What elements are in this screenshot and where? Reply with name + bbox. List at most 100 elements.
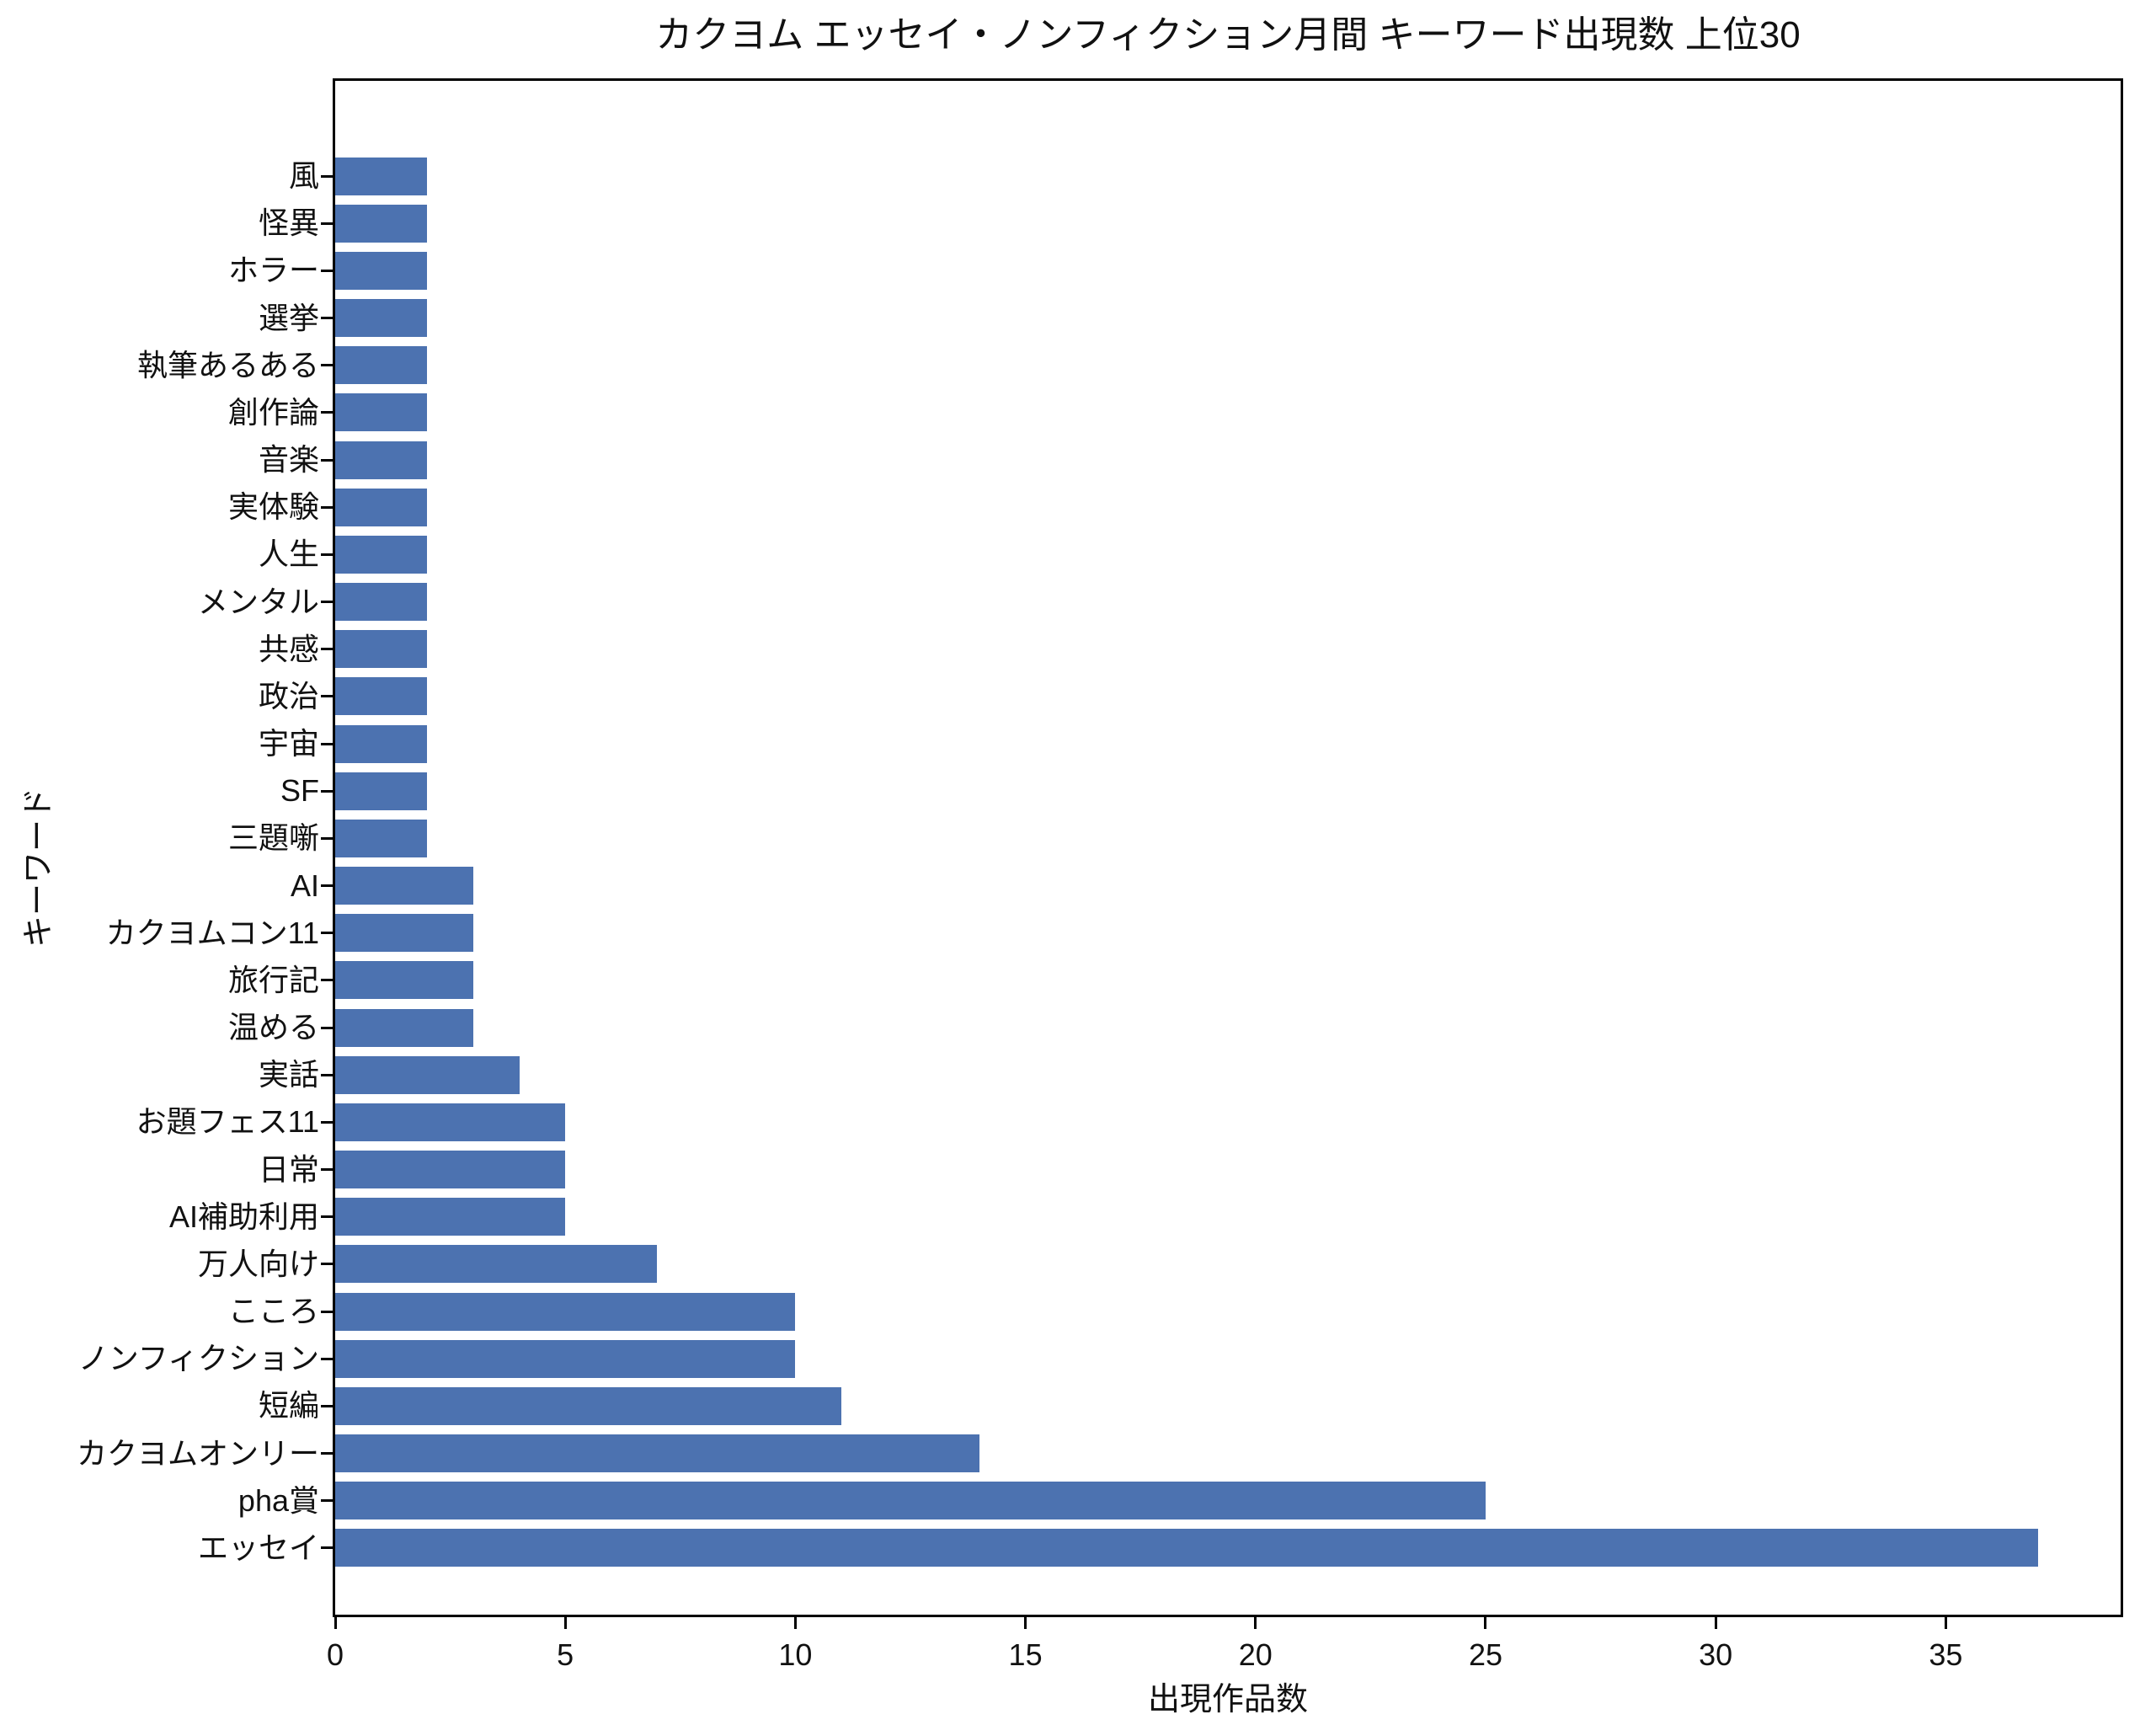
y-category-label: 万人向け [197, 1246, 319, 1281]
bar-30 [335, 1529, 2038, 1567]
y-tick-mark [321, 222, 333, 225]
y-category-label: 選挙 [258, 300, 319, 335]
y-category-label: 創作論 [227, 394, 319, 430]
y-tick-mark [321, 269, 333, 272]
y-category-label: AI [290, 868, 319, 903]
chart-title: カクヨム エッセイ・ノンフィクション月間 キーワード出現数 上位30 [655, 14, 1801, 56]
bar-21 [335, 1103, 566, 1141]
x-tick-label: 0 [326, 1637, 344, 1672]
y-tick-mark [321, 1452, 333, 1455]
y-tick-mark [321, 411, 333, 414]
y-tick-mark [321, 932, 333, 935]
x-tick-mark [1254, 1617, 1257, 1629]
y-tick-mark [321, 1546, 333, 1550]
bar-23 [335, 1198, 566, 1236]
y-tick-mark [321, 695, 333, 698]
y-category-label: pha賞 [237, 1482, 319, 1518]
bar-29 [335, 1482, 1486, 1520]
y-category-label: 音楽 [258, 442, 319, 478]
y-category-label: お題フェス11 [136, 1104, 319, 1140]
y-category-label: ノンフィクション [77, 1341, 319, 1376]
bar-16 [335, 867, 473, 905]
bar-9 [335, 535, 428, 574]
y-category-label: ホラー [227, 253, 319, 288]
y-category-label: 怪異 [258, 206, 319, 241]
y-tick-mark [321, 553, 333, 556]
x-tick-mark [1714, 1617, 1717, 1629]
y-tick-mark [321, 364, 333, 367]
x-tick-label: 20 [1238, 1637, 1273, 1672]
y-tick-mark [321, 601, 333, 604]
x-tick-mark [563, 1617, 567, 1629]
y-category-label: 宇宙 [258, 726, 319, 761]
bar-4 [335, 299, 428, 337]
y-tick-mark [321, 1026, 333, 1029]
y-category-label: AI補助利用 [168, 1199, 319, 1234]
y-category-label: 共感 [258, 631, 319, 666]
y-tick-mark [321, 836, 333, 840]
x-tick-mark [793, 1617, 797, 1629]
y-tick-mark [321, 1263, 333, 1266]
y-tick-mark [321, 505, 333, 509]
bar-12 [335, 677, 428, 716]
x-tick-mark [1944, 1617, 1947, 1629]
y-tick-mark [321, 789, 333, 793]
y-category-label: SF [280, 773, 319, 809]
y-tick-mark [321, 1310, 333, 1313]
bar-10 [335, 583, 428, 622]
bar-19 [335, 1008, 473, 1047]
bar-22 [335, 1151, 566, 1189]
y-category-label: カクヨムオンリー [76, 1435, 319, 1471]
y-category-label: カクヨムコン11 [105, 915, 319, 950]
y-category-label: エッセイ [197, 1530, 319, 1565]
bar-7 [335, 441, 428, 479]
x-tick-label: 30 [1699, 1637, 1733, 1672]
bar-6 [335, 393, 428, 432]
bar-26 [335, 1339, 796, 1378]
bar-8 [335, 488, 428, 526]
bar-11 [335, 630, 428, 669]
bar-24 [335, 1245, 658, 1284]
y-category-label: 風 [288, 158, 319, 193]
y-tick-mark [321, 742, 333, 745]
bar-14 [335, 772, 428, 810]
plot-area [333, 78, 2123, 1617]
bar-17 [335, 914, 473, 953]
y-category-label: 執筆あるある [136, 347, 319, 382]
y-category-label: 日常 [258, 1151, 319, 1187]
y-tick-mark [321, 174, 333, 178]
y-tick-mark [321, 1499, 333, 1503]
y-tick-mark [321, 317, 333, 319]
y-category-label: 政治 [258, 678, 319, 713]
y-tick-mark [321, 1404, 333, 1407]
y-category-label: 実話 [258, 1057, 319, 1092]
x-tick-label: 15 [1008, 1637, 1043, 1672]
x-tick-label: 35 [1929, 1637, 1963, 1672]
x-tick-label: 10 [778, 1637, 813, 1672]
y-category-label: 人生 [258, 537, 319, 572]
y-tick-mark [321, 1073, 333, 1076]
y-tick-mark [321, 648, 333, 651]
y-tick-mark [321, 458, 333, 462]
bar-1 [335, 157, 428, 195]
y-category-label: 三題噺 [227, 820, 319, 856]
bar-15 [335, 819, 428, 857]
x-tick-label: 25 [1468, 1637, 1502, 1672]
y-tick-mark [321, 1168, 333, 1172]
bar-25 [335, 1292, 796, 1331]
x-axis-label: 出現作品数 [1147, 1682, 1308, 1717]
y-category-label: 短編 [258, 1388, 319, 1423]
y-tick-mark [321, 979, 333, 982]
y-category-label: 温める [227, 1010, 319, 1045]
bar-28 [335, 1434, 979, 1473]
y-category-label: 実体験 [227, 489, 319, 525]
y-category-label: メンタル [197, 584, 319, 619]
bar-13 [335, 724, 428, 763]
x-tick-label: 5 [557, 1637, 574, 1672]
bar-27 [335, 1386, 842, 1425]
y-tick-mark [321, 1357, 333, 1360]
bar-3 [335, 251, 428, 290]
y-category-label: 旅行記 [227, 962, 319, 997]
bar-18 [335, 961, 473, 1000]
